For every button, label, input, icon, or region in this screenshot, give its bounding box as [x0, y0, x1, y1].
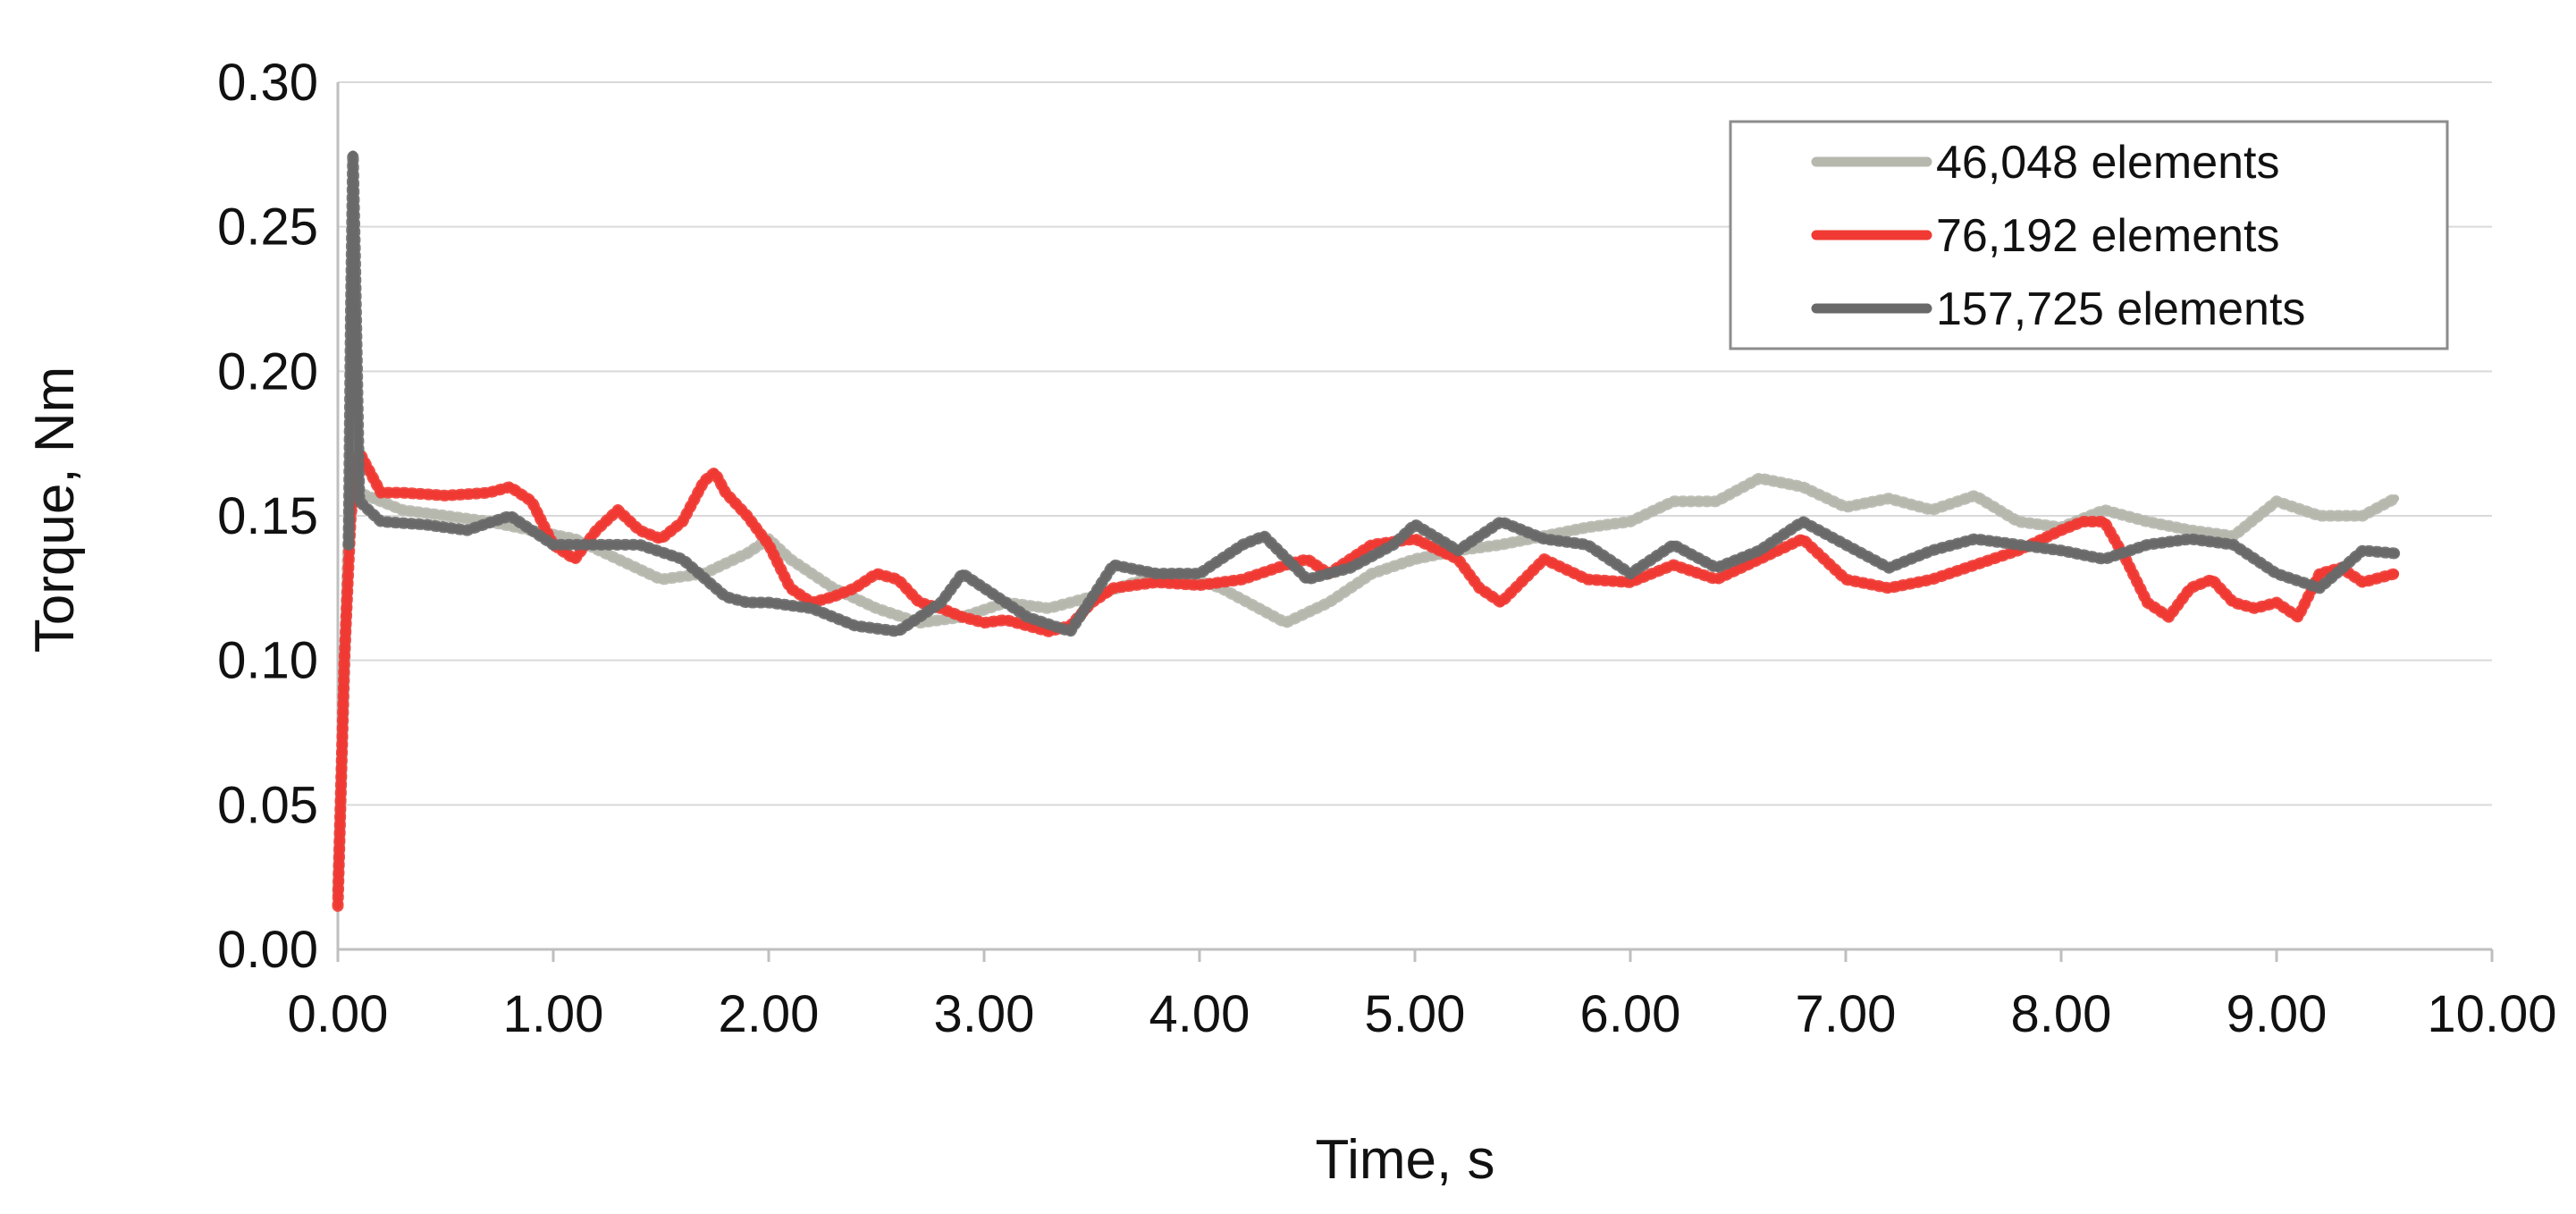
legend: 46,048 elements 76,192 elements 157,725 el…	[1729, 120, 2449, 350]
y-tick-label: 0.30	[217, 54, 318, 112]
x-axis-title: Time, s	[1316, 1129, 1495, 1191]
x-tick-label: 6.00	[1580, 985, 1681, 1043]
x-tick-label: 3.00	[934, 985, 1035, 1043]
series-texture-46-048-elements	[332, 451, 2402, 898]
x-axis-ticks: 0.00 1.00 2.00 3.00 4.00 5.00 6.00 7.00 8.00 9.00…	[288, 949, 2557, 1043]
series-texture-76-192-elements	[332, 446, 2402, 912]
x-tick-label: 1.00	[503, 985, 604, 1043]
y-tick-label: 0.15	[217, 487, 318, 545]
y-tick-label: 0.25	[217, 198, 318, 257]
x-tick-label: 4.00	[1149, 985, 1250, 1043]
x-tick-label: 9.00	[2227, 985, 2328, 1043]
y-tick-label: 0.05	[217, 776, 318, 834]
legend-label: 157,725 elements	[1936, 283, 2305, 335]
x-tick-label: 0.00	[288, 985, 389, 1043]
y-tick-label: 0.00	[217, 921, 318, 979]
x-tick-label: 10.00	[2427, 985, 2556, 1043]
legend-label: 76,192 elements	[1936, 210, 2280, 262]
y-axis-ticks: 0.00 0.05 0.10 0.15 0.20 0.25 0.30	[217, 54, 318, 979]
gridlines	[338, 81, 2492, 806]
x-tick-label: 2.00	[719, 985, 820, 1043]
y-tick-label: 0.10	[217, 632, 318, 690]
x-tick-label: 5.00	[1365, 985, 1466, 1043]
y-tick-label: 0.20	[217, 342, 318, 400]
series-texture-157-725-elements	[342, 148, 2402, 637]
y-axis-title: Torque, Nm	[24, 367, 86, 653]
x-tick-label: 8.00	[2011, 985, 2112, 1043]
x-tick-label: 7.00	[1796, 985, 1897, 1043]
legend-label: 46,048 elements	[1936, 137, 2280, 189]
series-group	[332, 148, 2402, 912]
